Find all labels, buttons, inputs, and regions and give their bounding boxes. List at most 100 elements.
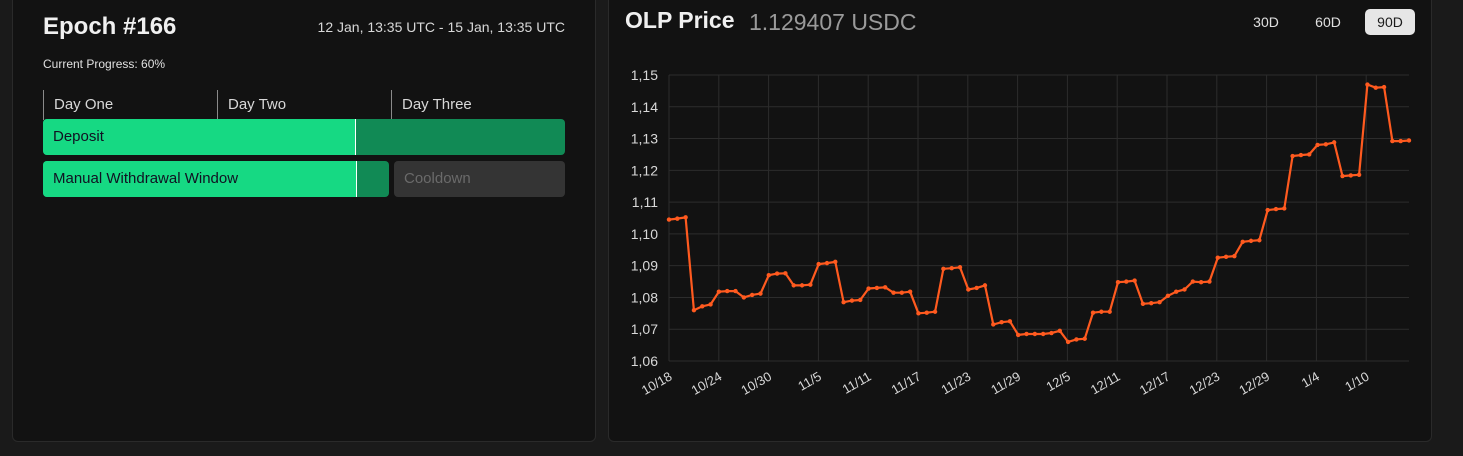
y-tick-label: 1,07	[631, 321, 658, 337]
deposit-bar: Deposit	[43, 119, 565, 155]
y-tick-label: 1,12	[631, 162, 658, 178]
price-point	[1024, 331, 1029, 337]
epoch-title: Epoch #166	[43, 13, 177, 40]
price-point	[1248, 238, 1254, 244]
price-point	[824, 260, 830, 266]
range-90d-button[interactable]: 90D	[1365, 9, 1415, 35]
price-point	[1165, 293, 1171, 299]
price-point	[841, 300, 846, 305]
price-point	[1240, 239, 1245, 245]
price-point	[858, 297, 863, 303]
price-point	[1049, 330, 1054, 336]
price-point	[924, 310, 929, 315]
price-point	[1065, 339, 1071, 345]
price-value: 1.129407 USDC	[749, 9, 917, 35]
price-point	[849, 298, 855, 303]
price-point	[1331, 140, 1337, 145]
x-tick-label: 1/10	[1342, 369, 1371, 395]
x-tick-label: 12/5	[1043, 369, 1072, 395]
price-point	[1232, 253, 1237, 259]
price-point	[1323, 142, 1329, 147]
price-point	[982, 283, 988, 288]
price-card: OLP Price 1.129407 USDC 30D 60D 90D 1,06…	[608, 0, 1432, 442]
price-point	[1356, 172, 1362, 177]
price-point	[907, 289, 913, 294]
price-point	[1099, 309, 1104, 314]
x-tick-label: 12/17	[1137, 369, 1173, 398]
price-point	[799, 283, 805, 288]
x-tick-label: 1/4	[1299, 369, 1322, 391]
epoch-date-range: 12 Jan, 13:35 UTC - 15 Jan, 13:35 UTC	[317, 19, 565, 35]
y-tick-label: 1,15	[631, 67, 658, 83]
x-tick-label: 10/24	[689, 369, 725, 398]
y-tick-label: 1,11	[632, 194, 658, 210]
price-point	[1190, 279, 1196, 284]
price-point	[700, 304, 705, 309]
price-point	[1140, 301, 1146, 306]
epoch-card: Epoch #166 12 Jan, 13:35 UTC - 15 Jan, 1…	[12, 0, 596, 442]
price-point	[691, 307, 697, 313]
price-point	[966, 287, 971, 292]
withdrawal-progress-marker	[356, 161, 357, 197]
price-point	[683, 215, 688, 220]
price-chart: 1,06 1,07 1,08 1,09 1,10 1,11 1,12 1,13 1,14 1,15…	[631, 67, 1412, 398]
price-point	[1406, 138, 1412, 143]
price-point	[666, 217, 672, 222]
day-two-label: Day Two	[217, 90, 391, 120]
price-point	[808, 282, 813, 287]
price-point	[708, 302, 713, 307]
price-label: OLP Price	[625, 7, 735, 33]
price-point	[1282, 206, 1287, 211]
withdrawal-progress-fill	[43, 161, 356, 197]
price-point	[1390, 138, 1395, 144]
y-tick-label: 1,10	[631, 226, 658, 242]
price-point	[866, 286, 871, 291]
x-tick-label: 11/17	[889, 369, 924, 398]
price-point	[1115, 279, 1121, 285]
price-point	[1007, 319, 1013, 324]
price-point	[1032, 331, 1038, 337]
price-point	[1398, 138, 1403, 144]
price-point	[1348, 173, 1353, 178]
x-tick-label: 12/23	[1187, 369, 1223, 398]
y-tick-label: 1,06	[631, 353, 658, 369]
price-point	[957, 265, 963, 270]
price-point	[783, 271, 788, 276]
price-point	[733, 288, 738, 294]
price-point	[1315, 142, 1320, 148]
price-point	[1340, 173, 1345, 179]
price-point	[1207, 279, 1212, 284]
price-point	[1298, 152, 1304, 158]
price-point	[974, 285, 979, 291]
price-point	[791, 283, 796, 288]
price-point	[1290, 153, 1295, 159]
price-point	[1273, 206, 1279, 212]
deposit-progress-marker	[355, 119, 356, 155]
price-point	[1265, 207, 1270, 213]
price-point	[1082, 336, 1087, 341]
price-point	[899, 290, 905, 295]
withdrawal-label: Manual Withdrawal Window	[53, 170, 239, 187]
deposit-label: Deposit	[53, 128, 104, 145]
price-point	[749, 292, 755, 298]
range-30d-button[interactable]: 30D	[1253, 14, 1279, 30]
price-point	[1124, 279, 1129, 284]
x-tick-label: 10/30	[738, 369, 774, 398]
range-60d-button[interactable]: 60D	[1315, 14, 1341, 30]
price-series-line	[668, 83, 1410, 343]
price-point	[725, 288, 730, 294]
current-progress: Current Progress: 60%	[43, 57, 166, 71]
price-point	[1149, 300, 1154, 306]
price-point	[774, 271, 780, 276]
price-point	[1074, 337, 1079, 342]
price-point	[1107, 309, 1112, 314]
price-point	[1381, 84, 1387, 90]
x-tick-label: 12/29	[1236, 369, 1272, 398]
day-one-label: Day One	[43, 90, 217, 120]
price-point	[932, 309, 938, 314]
price-point	[991, 322, 996, 327]
price-point	[1257, 238, 1262, 243]
day-three-label: Day Three	[391, 90, 565, 120]
y-tick-label: 1,13	[631, 131, 658, 147]
price-point	[1198, 279, 1204, 285]
